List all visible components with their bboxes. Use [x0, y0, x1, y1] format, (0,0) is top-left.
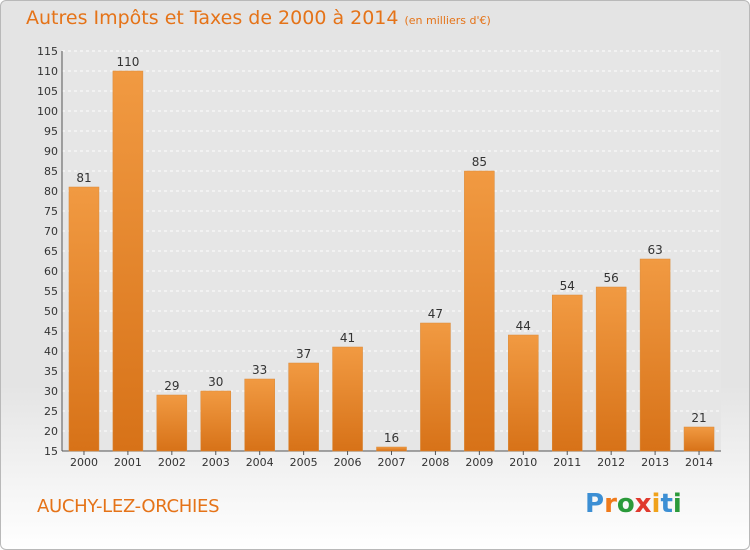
y-tick-label: 105	[37, 85, 58, 98]
x-tick-label: 2003	[202, 456, 230, 469]
logo-letter: P	[585, 489, 605, 519]
y-tick-label: 65	[44, 245, 58, 258]
chart-unit: (en milliers d'€)	[404, 14, 491, 27]
y-tick-label: 75	[44, 205, 58, 218]
proxiti-logo: Proxiti	[585, 489, 682, 519]
bar-value-label: 63	[647, 243, 662, 257]
bar-value-label: 81	[76, 171, 91, 185]
bar	[595, 286, 627, 452]
logo-letter: i	[651, 489, 661, 519]
bar	[288, 362, 319, 452]
logo-letter: o	[616, 489, 635, 519]
bar-value-label: 47	[428, 307, 443, 321]
logo-letter: x	[634, 489, 652, 519]
bar-value-label: 110	[116, 55, 139, 69]
logo-letter: r	[604, 489, 617, 519]
y-tick-label: 80	[44, 185, 58, 198]
bar-value-label: 85	[472, 155, 487, 169]
y-tick-label: 25	[44, 405, 58, 418]
bar	[639, 258, 671, 452]
bar-value-label: 30	[208, 375, 223, 389]
x-tick-label: 2011	[553, 456, 581, 469]
bar	[508, 334, 539, 452]
x-tick-label: 2010	[509, 456, 537, 469]
bar-value-label: 16	[384, 431, 399, 445]
x-tick-label: 2001	[114, 456, 142, 469]
y-tick-label: 110	[37, 65, 58, 78]
y-tick-label: 90	[44, 145, 58, 158]
chart-title: Autres Impôts et Taxes de 2000 à 2014 (en…	[26, 7, 491, 29]
x-tick-label: 2014	[685, 456, 713, 469]
bar-value-label: 21	[691, 411, 706, 425]
bar-value-label: 29	[164, 379, 179, 393]
y-tick-label: 95	[44, 125, 58, 138]
y-tick-label: 50	[44, 305, 58, 318]
x-tick-label: 2007	[378, 456, 406, 469]
bar-value-label: 33	[252, 363, 267, 377]
bar	[464, 170, 495, 452]
y-tick-label: 35	[44, 365, 58, 378]
bar	[200, 390, 232, 452]
y-tick-label: 115	[37, 45, 58, 58]
bar	[376, 446, 407, 452]
logo-letter: t	[660, 489, 673, 519]
x-tick-label: 2009	[465, 456, 493, 469]
bar	[156, 394, 188, 452]
x-tick-label: 2002	[158, 456, 186, 469]
bar-value-label: 44	[516, 319, 531, 333]
x-tick-label: 2013	[641, 456, 669, 469]
bar	[68, 186, 100, 452]
bar	[683, 426, 715, 452]
y-tick-label: 85	[44, 165, 58, 178]
x-tick-label: 2006	[334, 456, 362, 469]
x-tick-label: 2012	[597, 456, 625, 469]
y-tick-label: 40	[44, 345, 58, 358]
x-tick-label: 2004	[246, 456, 274, 469]
commune-name: AUCHY-LEZ-ORCHIES	[37, 496, 220, 517]
y-tick-label: 15	[44, 445, 58, 458]
logo-letter: i	[672, 489, 682, 519]
y-tick-label: 55	[44, 285, 58, 298]
x-tick-label: 2005	[290, 456, 318, 469]
bar-value-label: 37	[296, 347, 311, 361]
bar	[112, 70, 144, 452]
bar	[244, 378, 275, 452]
bar-value-label: 54	[560, 279, 575, 293]
chart-title-text: Autres Impôts et Taxes de 2000 à 2014	[26, 7, 399, 29]
bar	[332, 346, 363, 452]
y-tick-label: 45	[44, 325, 58, 338]
y-tick-label: 30	[44, 385, 58, 398]
y-tick-label: 70	[44, 225, 58, 238]
bar	[420, 322, 451, 452]
bar	[551, 294, 583, 452]
y-tick-label: 20	[44, 425, 58, 438]
y-tick-label: 100	[37, 105, 58, 118]
bar-value-label: 56	[604, 271, 619, 285]
bar-value-label: 41	[340, 331, 355, 345]
x-tick-label: 2008	[421, 456, 449, 469]
y-tick-label: 60	[44, 265, 58, 278]
x-tick-label: 2000	[70, 456, 98, 469]
